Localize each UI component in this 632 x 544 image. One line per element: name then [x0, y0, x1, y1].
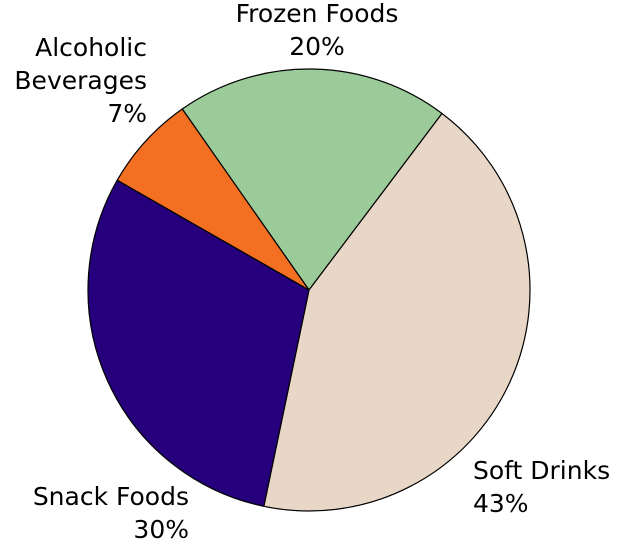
label-soft-drinks-value: 43%	[473, 489, 529, 518]
label-alcoholic-beverages-line1: Alcoholic	[35, 33, 147, 62]
label-frozen-foods-value: 20%	[289, 32, 345, 61]
label-snack-foods-value: 30%	[133, 515, 189, 544]
pie-slice-alcoholic-beverages	[116, 108, 310, 291]
label-frozen-foods-name: Frozen Foods	[235, 0, 399, 28]
pie-slices	[87, 68, 531, 512]
label-snack-foods-name: Snack Foods	[32, 482, 189, 511]
label-alcoholic-beverages: Alcoholic Beverages 7%	[14, 31, 147, 130]
pie-slice-soft-drinks	[263, 112, 531, 512]
pie-slice-snack-foods	[87, 179, 310, 507]
label-snack-foods: Snack Foods 30%	[33, 480, 189, 544]
pie-slice-frozen-foods	[181, 68, 443, 291]
label-frozen-foods: Frozen Foods 20%	[222, 0, 412, 63]
label-alcoholic-beverages-value: 7%	[107, 99, 147, 128]
label-alcoholic-beverages-line2: Beverages	[14, 66, 147, 95]
label-soft-drinks: Soft Drinks 43%	[473, 454, 610, 520]
label-soft-drinks-name: Soft Drinks	[473, 456, 611, 485]
